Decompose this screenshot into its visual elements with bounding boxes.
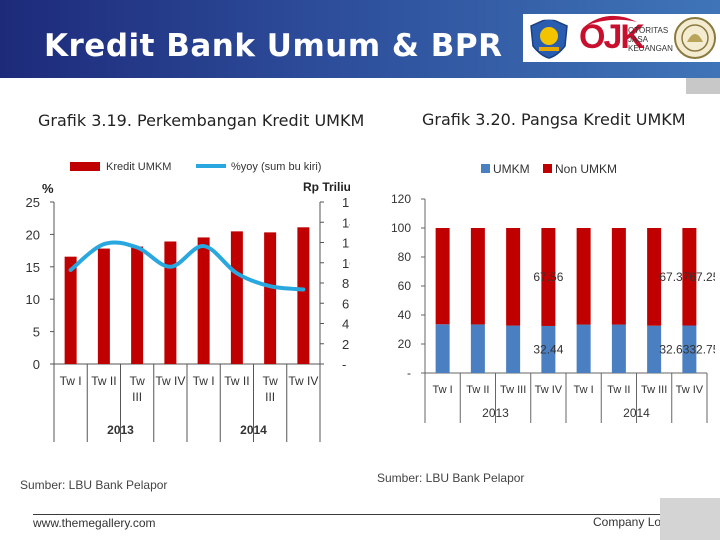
chart2-bar-umkm: [611, 324, 626, 373]
footer-divider: [33, 514, 693, 515]
chart2-bar-non-umkm: [541, 228, 556, 326]
chart1-x-tick-label: Tw III: [262, 374, 278, 404]
legend-swatch-umkm: [481, 164, 490, 173]
chart1-source: Sumber: LBU Bank Pelapor: [20, 478, 168, 492]
legend-label-kredit-umkm: Kredit UMKM: [106, 161, 171, 173]
chart1-left-tick-label: 10: [26, 292, 40, 307]
legend-label-umkm: UMKM: [493, 162, 530, 176]
chart2-y-tick-label: 100: [391, 221, 411, 235]
chart2-source: Sumber: LBU Bank Pelapor: [377, 471, 525, 485]
logo-strip: OJK OTORITAS JASA KEUANGAN: [523, 14, 720, 62]
chart2-data-label: 67.56: [533, 270, 563, 284]
chart2-bar-umkm: [470, 324, 485, 373]
chart1-left-tick-label: 25: [26, 195, 40, 210]
chart2-bar-non-umkm: [506, 228, 521, 326]
chart1-x-tick-label: Tw II: [91, 374, 116, 388]
chart2-bar-non-umkm: [647, 228, 662, 326]
legend-label-non-umkm: Non UMKM: [555, 162, 617, 176]
decor-block-top: [686, 78, 720, 94]
chart2-x-tick-label: Tw III: [500, 384, 526, 396]
chart1-right-tick-label: 4: [342, 317, 349, 332]
chart1-bar-kredit-umkm: [97, 248, 110, 364]
chart1-x-tick-label: Tw I: [193, 374, 215, 388]
chart1-x-tick-label: Tw IV: [288, 374, 318, 388]
ojk-logo: OJK OTORITAS JASA KEUANGAN: [579, 14, 689, 62]
legend-swatch-non-umkm: [543, 164, 552, 173]
chart1-left-tick-label: 5: [33, 325, 40, 340]
chart2-bar-non-umkm: [611, 228, 626, 325]
chart1-right-tick-label: 14: [342, 215, 350, 230]
chart2-bar-umkm: [576, 324, 591, 373]
chart1-right-tick-label: 12: [342, 236, 350, 251]
chart1-left-tick-label: 15: [26, 260, 40, 275]
chart1-bar-kredit-umkm: [264, 232, 277, 364]
chart1-right-axis-title: Rp Triliun: [303, 180, 350, 194]
chart2-bar-umkm: [541, 325, 556, 373]
chart1-bar-kredit-umkm: [197, 237, 210, 364]
chart1-bar-kredit-umkm: [164, 241, 177, 364]
chart1-left-tick-label: 0: [33, 357, 40, 372]
chart2-bar-umkm: [647, 325, 662, 373]
chart1-left-axis-title: %: [42, 181, 54, 196]
chart2-year-label: 2014: [623, 406, 650, 420]
chart1-right-tick-label: 2: [342, 337, 349, 352]
province-emblem-icon: [528, 16, 570, 59]
chart1-x-tick-label: Tw III: [129, 374, 145, 404]
chart1-title: Grafik 3.19. Perkembangan Kredit UMKM: [38, 111, 365, 130]
chart1-right-tick-label: 6: [342, 296, 349, 311]
chart1-x-tick-label: Tw I: [60, 374, 82, 388]
chart2-x-tick-label: Tw IV: [676, 384, 704, 396]
chart2-data-label: 32.44: [533, 342, 563, 356]
chart2-y-tick-label: 20: [398, 337, 412, 351]
chart2-y-tick-label: 60: [398, 279, 412, 293]
chart2-y-tick-label: 40: [398, 308, 412, 322]
chart2-title: Grafik 3.20. Pangsa Kredit UMKM: [422, 110, 686, 129]
chart2: UMKM Non UMKM 120 100 80 60 40 20 - 67.56 67.3767.…: [391, 162, 715, 423]
chart2-bar-umkm: [435, 324, 450, 373]
chart2-bar-umkm: [506, 325, 521, 373]
chart1-right-tick-label: 8: [342, 276, 349, 291]
chart2-x-tick-label: Tw II: [466, 384, 489, 396]
chart2-x-tick-label: Tw I: [574, 384, 594, 396]
chart1: Kredit UMKM %yoy (sum bu kiri)% Rp Triliun…: [26, 161, 350, 442]
legend-swatch-kredit-umkm: [70, 162, 100, 171]
chart1-x-tick-label: Tw II: [224, 374, 249, 388]
chart2-bar-non-umkm: [576, 228, 591, 325]
chart2-x-tick-label: Tw IV: [535, 384, 563, 396]
ojk-wing-icon: [585, 15, 637, 26]
chart1-year-label: 2014: [240, 423, 267, 437]
chart2-bar-non-umkm: [470, 228, 485, 325]
slide-title: Kredit Bank Umum & BPR: [44, 28, 503, 64]
chart1-left-tick-label: 20: [26, 227, 40, 242]
bank-seal-icon: [674, 17, 716, 59]
chart2-data-label: 32.6332.75: [659, 342, 715, 356]
footer-website: www.themegallery.com: [33, 516, 156, 530]
chart1-year-label: 2013: [107, 423, 134, 437]
legend-label-yoy: %yoy (sum bu kiri): [231, 161, 321, 173]
ojk-logo-subtext: OTORITAS JASA KEUANGAN: [628, 26, 673, 53]
footer-company-logo: Company Logo: [593, 515, 675, 529]
chart2-bar-non-umkm: [435, 228, 450, 325]
chart1-bar-kredit-umkm: [297, 227, 310, 364]
chart2-data-label: 67.3767.25: [659, 270, 715, 284]
decor-block-bottom: [660, 498, 720, 540]
chart2-y-tick-label: -: [407, 366, 411, 380]
chart1-line-yoy: [68, 240, 306, 292]
chart2-bar-umkm: [682, 325, 697, 373]
chart2-y-tick-label: 80: [398, 250, 412, 264]
chart1-right-tick-label: 10: [342, 256, 350, 271]
chart1-right-tick-label: -: [342, 357, 346, 372]
chart1-bar-kredit-umkm: [131, 246, 144, 364]
chart1-bar-kredit-umkm: [230, 231, 243, 364]
chart2-year-label: 2013: [482, 406, 509, 420]
chart1-x-tick-label: Tw IV: [155, 374, 185, 388]
chart2-x-tick-label: Tw III: [641, 384, 667, 396]
chart1-bar-kredit-umkm: [64, 256, 77, 364]
chart1-right-tick-label: 16: [342, 195, 350, 210]
chart2-x-tick-label: Tw I: [433, 384, 453, 396]
chart2-x-tick-label: Tw II: [607, 384, 630, 396]
chart2-bar-non-umkm: [682, 228, 697, 326]
chart2-y-tick-label: 120: [391, 192, 411, 206]
ojk-logo-text: OJK: [579, 18, 645, 56]
